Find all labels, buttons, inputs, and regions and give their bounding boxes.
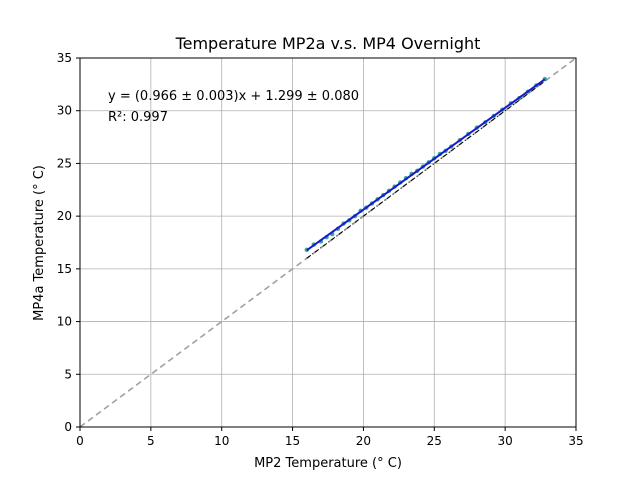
x-axis-label: MP2 Temperature (° C) — [254, 456, 402, 471]
x-tick-label: 20 — [356, 434, 371, 448]
y-tick-label: 0 — [64, 420, 72, 434]
y-tick-label: 25 — [57, 156, 72, 170]
fit-line — [306, 78, 546, 252]
y-tick-label: 30 — [57, 104, 72, 118]
x-tick-label: 10 — [214, 434, 229, 448]
chart-title: Temperature MP2a v.s. MP4 Overnight — [175, 34, 481, 53]
x-tick-label: 15 — [285, 434, 300, 448]
y-tick-label: 10 — [57, 315, 72, 329]
x-tick-label: 30 — [498, 434, 513, 448]
y-tick-label: 35 — [57, 51, 72, 65]
x-axis-ticks: 0 5 10 15 20 25 30 35 — [76, 427, 584, 448]
y-axis-ticks: 0 5 10 15 20 25 30 35 — [57, 51, 80, 434]
y-tick-label: 5 — [64, 367, 72, 381]
identity-line — [306, 80, 546, 259]
x-tick-label: 5 — [147, 434, 155, 448]
x-tick-label: 25 — [427, 434, 442, 448]
axes-frame — [79, 57, 577, 428]
x-tick-label: 0 — [76, 434, 84, 448]
fit-equation-annotation: y = (0.966 ± 0.003)x + 1.299 ± 0.080 — [108, 89, 359, 104]
y-tick-label: 20 — [57, 209, 72, 223]
r-squared-annotation: R²: 0.997 — [108, 110, 168, 125]
plot-area — [79, 57, 577, 428]
y-axis-label: MP4a Temperature (° C) — [32, 165, 47, 321]
y-tick-label: 15 — [57, 262, 72, 276]
x-tick-label: 35 — [568, 434, 583, 448]
